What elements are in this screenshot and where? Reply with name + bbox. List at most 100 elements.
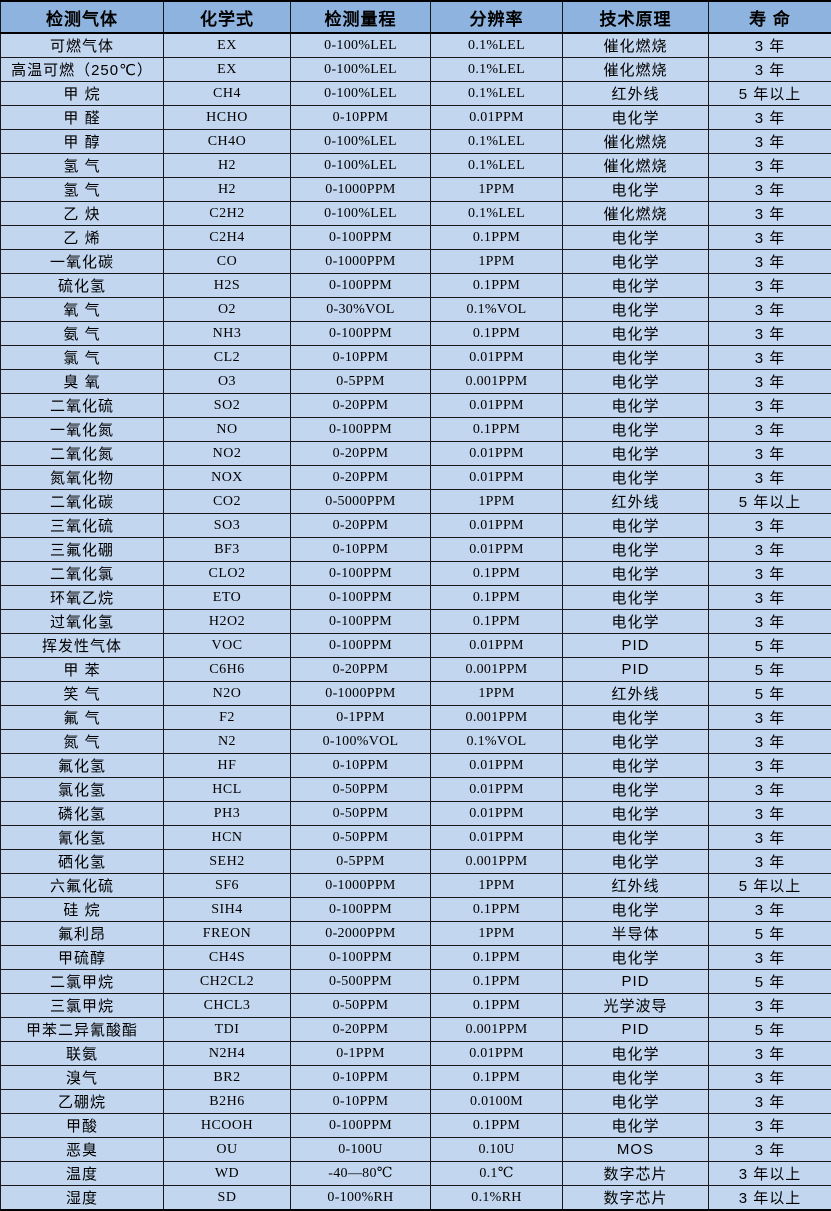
cell-formula: NH3 <box>164 322 291 346</box>
cell-life: 5 年 <box>709 682 831 706</box>
cell-resolution: 0.1%LEL <box>431 130 563 154</box>
cell-range: 0-10PPM <box>291 1090 431 1114</box>
cell-name: 甲 苯 <box>1 658 164 682</box>
cell-life: 3 年 <box>709 178 831 202</box>
cell-principle: 电化学 <box>563 394 709 418</box>
cell-principle: 电化学 <box>563 754 709 778</box>
cell-range: 0-1000PPM <box>291 874 431 898</box>
cell-name: 硫化氢 <box>1 274 164 298</box>
cell-principle: 电化学 <box>563 274 709 298</box>
cell-name: 氢 气 <box>1 154 164 178</box>
cell-range: 0-10PPM <box>291 1066 431 1090</box>
cell-principle: 催化燃烧 <box>563 130 709 154</box>
cell-life: 5 年 <box>709 922 831 946</box>
cell-resolution: 0.01PPM <box>431 442 563 466</box>
cell-resolution: 0.1%RH <box>431 1186 563 1211</box>
cell-formula: HCN <box>164 826 291 850</box>
cell-life: 5 年以上 <box>709 490 831 514</box>
cell-name: 湿度 <box>1 1186 164 1211</box>
cell-range: 0-2000PPM <box>291 922 431 946</box>
cell-principle: 数字芯片 <box>563 1186 709 1211</box>
cell-range: 0-1PPM <box>291 706 431 730</box>
cell-range: 0-50PPM <box>291 826 431 850</box>
cell-name: 温度 <box>1 1162 164 1186</box>
cell-principle: 电化学 <box>563 1114 709 1138</box>
cell-range: 0-100U <box>291 1138 431 1162</box>
cell-name: 臭 氧 <box>1 370 164 394</box>
cell-life: 3 年 <box>709 250 831 274</box>
cell-life: 3 年 <box>709 346 831 370</box>
cell-principle: 催化燃烧 <box>563 33 709 58</box>
cell-resolution: 1PPM <box>431 922 563 946</box>
cell-life: 3 年 <box>709 1114 831 1138</box>
cell-principle: 电化学 <box>563 730 709 754</box>
cell-range: 0-100PPM <box>291 322 431 346</box>
cell-range: 0-1PPM <box>291 1042 431 1066</box>
cell-resolution: 0.1%LEL <box>431 82 563 106</box>
cell-principle: 数字芯片 <box>563 1162 709 1186</box>
cell-formula: NO2 <box>164 442 291 466</box>
cell-resolution: 0.1%VOL <box>431 730 563 754</box>
cell-life: 3 年 <box>709 322 831 346</box>
cell-formula: TDI <box>164 1018 291 1042</box>
cell-name: 挥发性气体 <box>1 634 164 658</box>
cell-range: 0-100%RH <box>291 1186 431 1211</box>
cell-formula: EX <box>164 58 291 82</box>
cell-resolution: 0.1PPM <box>431 994 563 1018</box>
cell-resolution: 0.1PPM <box>431 1066 563 1090</box>
cell-principle: 电化学 <box>563 778 709 802</box>
cell-life: 3 年 <box>709 226 831 250</box>
cell-life: 3 年以上 <box>709 1186 831 1211</box>
cell-range: 0-5000PPM <box>291 490 431 514</box>
cell-life: 5 年以上 <box>709 874 831 898</box>
cell-range: 0-1000PPM <box>291 178 431 202</box>
cell-resolution: 1PPM <box>431 178 563 202</box>
cell-range: -40—80℃ <box>291 1162 431 1186</box>
cell-resolution: 0.1PPM <box>431 418 563 442</box>
cell-name: 氮氧化物 <box>1 466 164 490</box>
cell-name: 恶臭 <box>1 1138 164 1162</box>
cell-principle: 电化学 <box>563 466 709 490</box>
cell-life: 3 年 <box>709 850 831 874</box>
cell-formula: CHCL3 <box>164 994 291 1018</box>
cell-life: 5 年 <box>709 1018 831 1042</box>
cell-resolution: 0.01PPM <box>431 634 563 658</box>
cell-formula: WD <box>164 1162 291 1186</box>
cell-name: 硒化氢 <box>1 850 164 874</box>
cell-life: 3 年 <box>709 442 831 466</box>
cell-formula: SIH4 <box>164 898 291 922</box>
cell-range: 0-20PPM <box>291 394 431 418</box>
cell-life: 3 年 <box>709 826 831 850</box>
cell-life: 3 年 <box>709 730 831 754</box>
cell-life: 3 年 <box>709 466 831 490</box>
cell-principle: 电化学 <box>563 610 709 634</box>
cell-name: 氯 气 <box>1 346 164 370</box>
cell-formula: ETO <box>164 586 291 610</box>
cell-formula: SEH2 <box>164 850 291 874</box>
cell-resolution: 0.1PPM <box>431 946 563 970</box>
cell-resolution: 0.1PPM <box>431 610 563 634</box>
cell-resolution: 0.01PPM <box>431 778 563 802</box>
cell-name: 高温可燃（250℃） <box>1 58 164 82</box>
cell-resolution: 0.01PPM <box>431 514 563 538</box>
cell-name: 甲 醛 <box>1 106 164 130</box>
cell-resolution: 0.001PPM <box>431 706 563 730</box>
cell-resolution: 0.0100M <box>431 1090 563 1114</box>
cell-range: 0-50PPM <box>291 778 431 802</box>
cell-formula: HCL <box>164 778 291 802</box>
cell-name: 氢 气 <box>1 178 164 202</box>
cell-formula: CH2CL2 <box>164 970 291 994</box>
cell-name: 一氧化碳 <box>1 250 164 274</box>
